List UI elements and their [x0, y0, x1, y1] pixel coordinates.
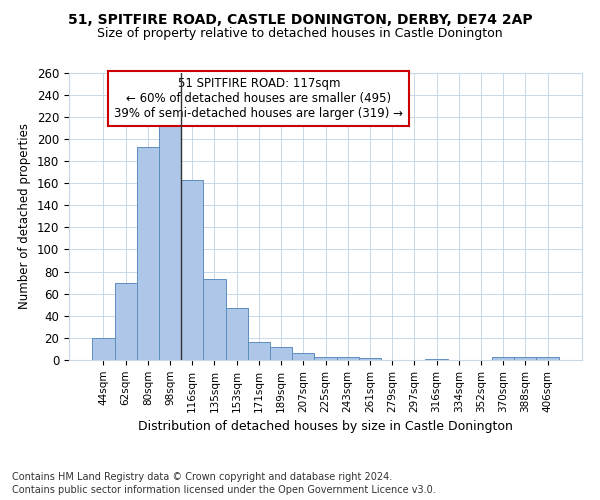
Text: 51 SPITFIRE ROAD: 117sqm
← 60% of detached houses are smaller (495)
39% of semi-: 51 SPITFIRE ROAD: 117sqm ← 60% of detach… — [115, 77, 403, 120]
X-axis label: Distribution of detached houses by size in Castle Donington: Distribution of detached houses by size … — [138, 420, 513, 433]
Text: Contains HM Land Registry data © Crown copyright and database right 2024.: Contains HM Land Registry data © Crown c… — [12, 472, 392, 482]
Bar — [270, 346, 292, 360]
Bar — [203, 280, 226, 360]
Bar — [514, 356, 536, 360]
Bar — [226, 308, 248, 360]
Bar — [159, 124, 181, 360]
Bar — [337, 356, 359, 360]
Bar — [137, 146, 159, 360]
Bar — [425, 359, 448, 360]
Bar — [536, 356, 559, 360]
Text: Contains public sector information licensed under the Open Government Licence v3: Contains public sector information licen… — [12, 485, 436, 495]
Bar — [314, 356, 337, 360]
Bar — [292, 354, 314, 360]
Text: 51, SPITFIRE ROAD, CASTLE DONINGTON, DERBY, DE74 2AP: 51, SPITFIRE ROAD, CASTLE DONINGTON, DER… — [68, 12, 532, 26]
Bar — [248, 342, 270, 360]
Y-axis label: Number of detached properties: Number of detached properties — [19, 123, 31, 309]
Bar — [92, 338, 115, 360]
Bar — [181, 180, 203, 360]
Bar — [115, 282, 137, 360]
Bar — [492, 356, 514, 360]
Bar — [359, 358, 381, 360]
Text: Size of property relative to detached houses in Castle Donington: Size of property relative to detached ho… — [97, 28, 503, 40]
